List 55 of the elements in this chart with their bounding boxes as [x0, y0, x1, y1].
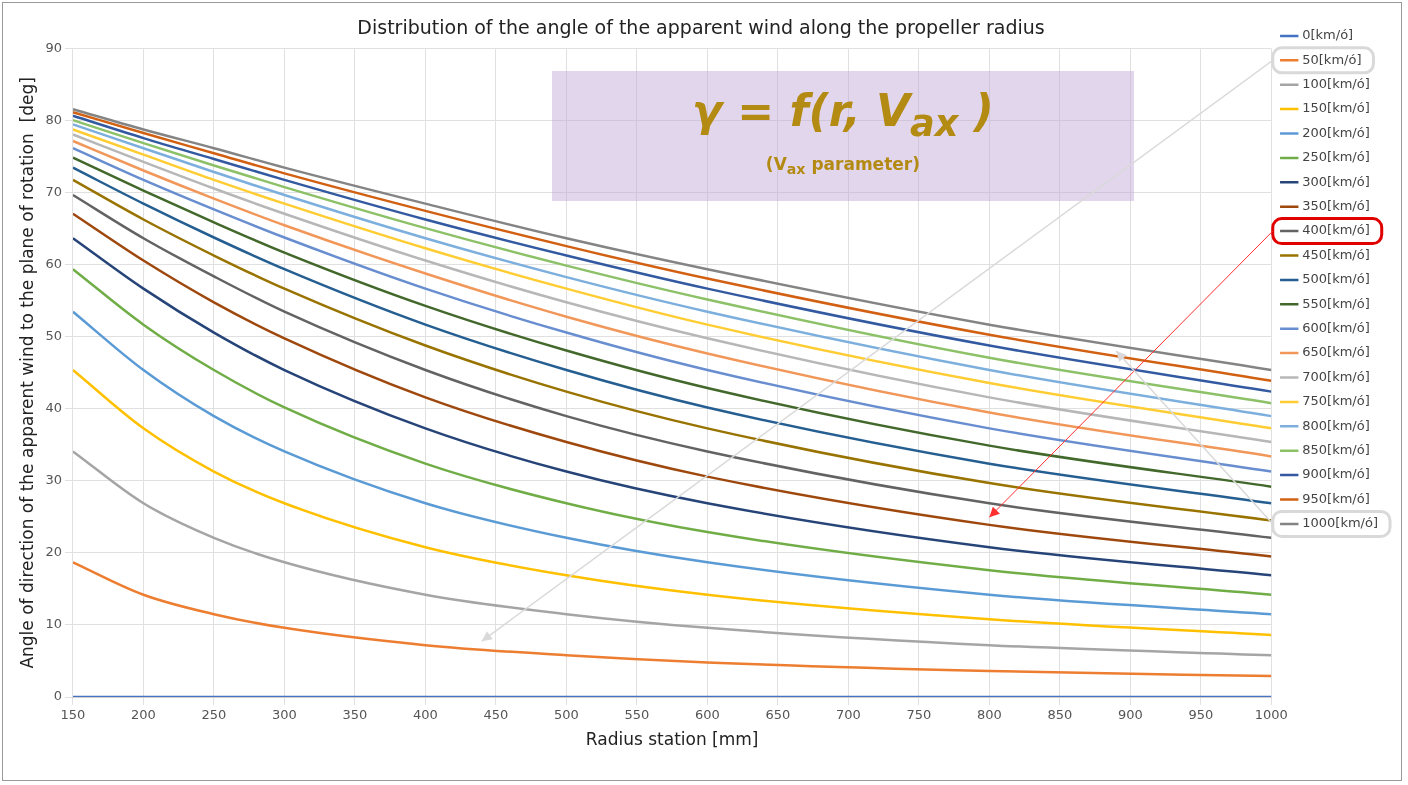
x-axis-title: Radius station [mm]: [585, 729, 759, 750]
x-tick-label: 1000: [1254, 707, 1288, 723]
chart-title: Distribution of the angle of the apparent wind along the propeller radius: [357, 16, 1045, 39]
legend-label: 850[km/ó]: [1302, 442, 1370, 458]
y-tick-label: 0: [53, 688, 62, 704]
legend-label: 600[km/ó]: [1302, 320, 1370, 336]
x-tick-label: 950: [1188, 707, 1214, 723]
legend-label: 300[km/ó]: [1302, 173, 1370, 189]
x-tick-label: 300: [272, 707, 297, 723]
x-tick-label: 650: [765, 707, 791, 723]
annotation: (V$_{ax}$ parameter): [764, 154, 921, 178]
y-tick-label: 20: [45, 544, 62, 560]
y-tick-label: 10: [45, 616, 62, 632]
y-tick-label: 90: [45, 40, 62, 56]
x-tick-label: 700: [835, 707, 861, 723]
legend-label: 500[km/ó]: [1302, 271, 1370, 287]
y-axis-title: Angle of direction of the apparent wind to the plane of rotation [deg]: [16, 77, 37, 669]
legend-label: 450[km/ó]: [1302, 246, 1370, 262]
x-tick-label: 400: [413, 707, 438, 723]
x-tick-label: 600: [694, 707, 720, 723]
legend-label: 750[km/ó]: [1302, 393, 1370, 409]
legend-label: 0[km/ó]: [1302, 27, 1354, 43]
x-tick-label: 450: [483, 707, 509, 723]
x-tick-label: 350: [342, 707, 368, 723]
x-tick-label: 550: [624, 707, 650, 723]
y-tick-label: 50: [45, 328, 62, 344]
legend-label: 350[km/ó]: [1302, 198, 1370, 214]
x-tick-label: 500: [553, 707, 579, 723]
legend-label: 1000[km/ó]: [1302, 515, 1379, 531]
legend-label: 550[km/ó]: [1302, 295, 1370, 311]
legend-label: 200[km/ó]: [1302, 124, 1370, 140]
y-tick-label: 40: [45, 400, 62, 416]
y-tick-label: 70: [45, 184, 62, 200]
legend-label: 50[km/ó]: [1302, 51, 1362, 67]
y-tick-label: 80: [45, 112, 62, 128]
legend-label: 400[km/ó]: [1302, 222, 1370, 238]
legend-label: 100[km/ó]: [1302, 76, 1370, 92]
y-tick-label: 60: [45, 256, 62, 272]
x-tick-label: 200: [131, 707, 156, 723]
annotation: γ = f(r, V$_{ax}$ ): [690, 84, 995, 148]
legend-label: 150[km/ó]: [1302, 100, 1370, 116]
legend-label: 900[km/ó]: [1302, 466, 1370, 482]
x-tick-label: 900: [1117, 707, 1143, 723]
legend-label: 700[km/ó]: [1302, 368, 1370, 384]
legend-label: 250[km/ó]: [1302, 149, 1370, 165]
x-tick-label: 800: [976, 707, 1002, 723]
x-tick-label: 750: [906, 707, 932, 723]
legend-label: 800[km/ó]: [1302, 417, 1370, 433]
legend-label: 650[km/ó]: [1302, 344, 1370, 360]
y-tick-label: 30: [45, 472, 62, 488]
x-tick-label: 150: [60, 707, 86, 723]
x-tick-label: 850: [1047, 707, 1073, 723]
x-tick-label: 250: [201, 707, 227, 723]
text-box: γ = f(r, V$_{ax}$ ) (V$_{ax}$ parameter): [552, 71, 1134, 202]
legend-label: 950[km/ó]: [1302, 490, 1370, 506]
